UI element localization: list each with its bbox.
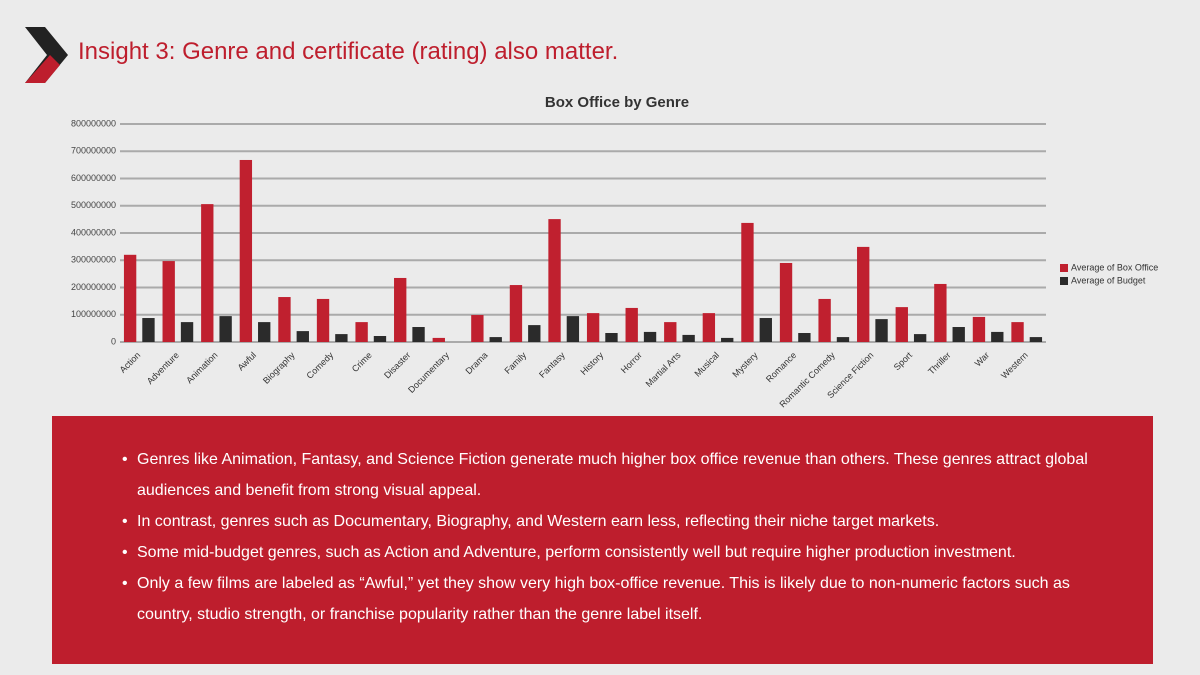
- bar: [972, 316, 986, 342]
- bar: [818, 298, 831, 342]
- bar: [509, 285, 523, 342]
- bar: [548, 219, 561, 342]
- bar: [239, 159, 253, 342]
- x-tick-label: Western: [999, 350, 1030, 381]
- y-tick-label: 300000000: [71, 255, 116, 265]
- bar: [605, 333, 618, 342]
- bar: [373, 336, 387, 342]
- bar: [566, 316, 580, 342]
- bar: [471, 315, 484, 342]
- x-tick-label: Romance: [764, 350, 798, 384]
- bar: [335, 334, 348, 342]
- x-tick-label: Fantasy: [537, 350, 567, 380]
- x-tick-label: Horror: [619, 350, 644, 375]
- bar: [741, 222, 754, 342]
- x-tick-label: Sport: [892, 350, 915, 373]
- legend-label: Average of Budget: [1071, 275, 1146, 285]
- bar: [412, 327, 425, 342]
- chevron-accent: [25, 55, 60, 83]
- chart: Box Office by Genre 0 100000000 200000000 3…: [25, 27, 1158, 409]
- y-tick-label: 0: [111, 336, 116, 346]
- legend-swatch: [1060, 264, 1068, 272]
- bar: [586, 313, 600, 342]
- bar: [857, 246, 870, 342]
- bar: [123, 254, 137, 342]
- x-tick-label: Animation: [184, 350, 219, 385]
- bullet: Only a few films are labeled as “Awful,”…: [122, 568, 1113, 630]
- x-tick-label: Documentary: [406, 350, 451, 395]
- slide-title: Insight 3: Genre and certificate (rating…: [78, 38, 619, 65]
- legend-label: Average of Box Office: [1071, 262, 1158, 272]
- legend-swatch: [1060, 277, 1068, 285]
- bar: [721, 337, 734, 342]
- bar: [142, 318, 155, 342]
- bar: [258, 322, 271, 342]
- x-tick-label: Action: [118, 350, 143, 375]
- bar: [952, 327, 965, 342]
- x-tick-label: Martial Arts: [644, 350, 683, 389]
- bar: [355, 322, 368, 342]
- bar: [489, 337, 502, 342]
- bar: [836, 337, 850, 342]
- bar: [643, 331, 657, 342]
- x-tick-label: Drama: [463, 350, 489, 376]
- bar: [296, 331, 309, 342]
- bullet: Some mid-budget genres, such as Action a…: [122, 537, 1113, 568]
- bar: [394, 277, 407, 342]
- bar: [682, 334, 695, 342]
- x-tick-label: Musical: [692, 350, 721, 379]
- x-tick-label: Crime: [350, 350, 374, 374]
- y-tick-label: 100000000: [71, 309, 116, 319]
- y-tick-label: 700000000: [71, 146, 116, 156]
- x-tick-label: Adventure: [145, 350, 181, 386]
- bar: [316, 298, 330, 342]
- insight-box: Genres like Animation, Fantasy, and Scie…: [52, 416, 1153, 664]
- x-tick-label: Mystery: [730, 350, 760, 380]
- x-tick-label: Thriller: [926, 350, 953, 377]
- bar: [162, 261, 175, 342]
- y-tick-label: 200000000: [71, 282, 116, 292]
- chart-title: Box Office by Genre: [545, 94, 689, 111]
- bar: [798, 333, 811, 342]
- y-tick-label: 600000000: [71, 173, 116, 183]
- bar: [895, 307, 908, 342]
- bar: [432, 337, 445, 342]
- bar: [779, 262, 793, 342]
- bar: [625, 307, 638, 342]
- bar: [1029, 337, 1043, 342]
- x-tick-label: History: [579, 350, 606, 377]
- bar: [875, 319, 888, 342]
- bar: [759, 318, 772, 342]
- bar: [702, 313, 716, 342]
- bar: [219, 316, 232, 342]
- bullet: In contrast, genres such as Documentary,…: [122, 506, 1113, 537]
- y-tick-label: 400000000: [71, 227, 116, 237]
- y-tick-label: 500000000: [71, 200, 116, 210]
- bar: [278, 297, 291, 342]
- bar: [934, 283, 947, 342]
- x-tick-label: Family: [502, 350, 528, 376]
- bar: [528, 325, 541, 342]
- bullet: Genres like Animation, Fantasy, and Scie…: [122, 444, 1113, 506]
- x-tick-label: Biography: [261, 350, 297, 386]
- bar: [991, 331, 1004, 342]
- y-tick-label: 800000000: [71, 118, 116, 128]
- bar: [1011, 322, 1024, 342]
- x-tick-label: War: [973, 350, 992, 369]
- x-tick-label: Disaster: [382, 350, 412, 380]
- bar: [664, 322, 677, 342]
- bar: [180, 322, 194, 342]
- bar: [913, 334, 927, 342]
- bar: [201, 204, 214, 342]
- x-tick-label: Comedy: [305, 350, 336, 381]
- x-tick-label: Awful: [236, 350, 259, 373]
